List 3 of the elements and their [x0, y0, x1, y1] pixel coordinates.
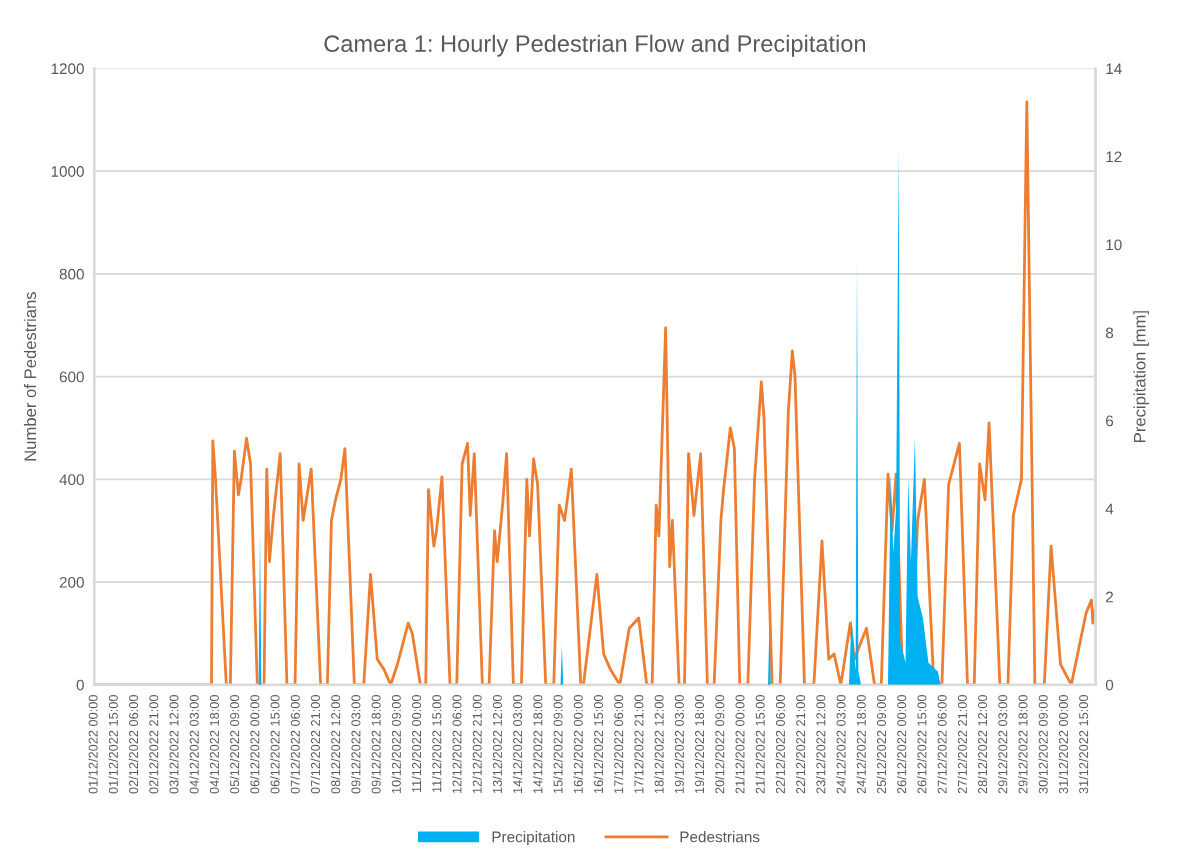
y-axis-title: Number of Pedestrians — [23, 292, 37, 461]
y2-axis-title: Precipitation [mm] — [1133, 311, 1149, 442]
chart-title: Camera 1: Hourly Pedestrian Flow and Precipitation — [324, 34, 866, 57]
